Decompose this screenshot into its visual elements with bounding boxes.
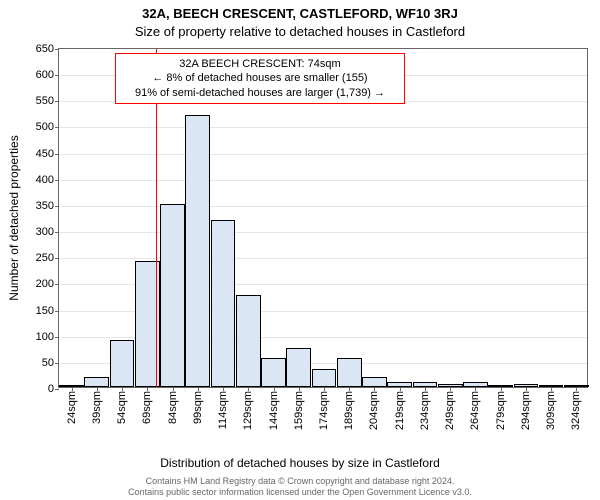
- histogram-bar: [185, 115, 210, 387]
- annotation-line-1: 32A BEECH CRESCENT: 74sqm: [122, 57, 398, 71]
- x-tick-label: 264sqm: [469, 387, 481, 430]
- y-axis-label: Number of detached properties: [7, 53, 21, 218]
- histogram-bar: [211, 220, 236, 387]
- x-tick-label: 84sqm: [167, 387, 179, 424]
- histogram-bar: [362, 377, 387, 387]
- plot-area: 0501001502002503003504004505005506006502…: [58, 48, 588, 388]
- histogram-bar: [312, 369, 337, 387]
- x-tick-label: 114sqm: [217, 387, 229, 429]
- chart-container: { "title": "32A, BEECH CRESCENT, CASTLEF…: [0, 0, 600, 500]
- chart-title: 32A, BEECH CRESCENT, CASTLEFORD, WF10 3R…: [0, 6, 600, 21]
- x-tick-label: 159sqm: [293, 387, 305, 430]
- footer-attribution: Contains HM Land Registry data © Crown c…: [0, 476, 600, 499]
- y-tick-label: 600: [36, 69, 59, 81]
- gridline: [59, 127, 587, 128]
- y-tick-label: 550: [36, 95, 59, 107]
- y-tick-label: 150: [36, 305, 59, 317]
- y-tick-label: 400: [36, 174, 59, 186]
- histogram-bar: [110, 340, 135, 387]
- y-tick-label: 50: [42, 357, 59, 369]
- x-tick-label: 174sqm: [318, 387, 330, 430]
- histogram-bar: [160, 204, 185, 387]
- x-tick-label: 69sqm: [141, 387, 153, 424]
- x-axis-label: Distribution of detached houses by size …: [0, 456, 600, 470]
- gridline: [59, 154, 587, 155]
- y-tick-label: 250: [36, 252, 59, 264]
- chart-subtitle: Size of property relative to detached ho…: [0, 24, 600, 39]
- x-tick-label: 144sqm: [268, 387, 280, 430]
- x-tick-label: 279sqm: [495, 387, 507, 430]
- gridline: [59, 180, 587, 181]
- y-tick-label: 300: [36, 226, 59, 238]
- x-tick-label: 234sqm: [419, 387, 431, 430]
- gridline: [59, 206, 587, 207]
- footer-line-1: Contains HM Land Registry data © Crown c…: [0, 476, 600, 487]
- x-tick-label: 219sqm: [394, 387, 406, 430]
- x-tick-label: 189sqm: [343, 387, 355, 430]
- gridline: [59, 232, 587, 233]
- footer-line-2: Contains public sector information licen…: [0, 487, 600, 498]
- y-tick-label: 350: [36, 200, 59, 212]
- y-tick-label: 450: [36, 148, 59, 160]
- histogram-bar: [286, 348, 311, 387]
- x-tick-label: 324sqm: [570, 387, 582, 430]
- x-tick-label: 309sqm: [545, 387, 557, 430]
- y-tick-label: 650: [36, 43, 59, 55]
- x-tick-label: 24sqm: [66, 387, 78, 424]
- annotation-line-2: ← 8% of detached houses are smaller (155…: [122, 71, 398, 85]
- y-tick-label: 200: [36, 278, 59, 290]
- y-tick-label: 500: [36, 121, 59, 133]
- x-tick-label: 39sqm: [91, 387, 103, 424]
- x-tick-label: 99sqm: [192, 387, 204, 424]
- annotation-box: 32A BEECH CRESCENT: 74sqm← 8% of detache…: [115, 53, 405, 104]
- x-tick-label: 294sqm: [520, 387, 532, 430]
- y-tick-label: 0: [48, 383, 59, 395]
- histogram-bar: [236, 295, 261, 387]
- x-tick-label: 204sqm: [368, 387, 380, 430]
- annotation-line-3: 91% of semi-detached houses are larger (…: [122, 86, 398, 100]
- x-tick-label: 249sqm: [444, 387, 456, 430]
- y-tick-label: 100: [36, 331, 59, 343]
- histogram-bar: [337, 358, 362, 387]
- gridline: [59, 258, 587, 259]
- x-tick-label: 129sqm: [242, 387, 254, 430]
- x-tick-label: 54sqm: [116, 387, 128, 424]
- histogram-bar: [84, 377, 109, 387]
- histogram-bar: [261, 358, 286, 387]
